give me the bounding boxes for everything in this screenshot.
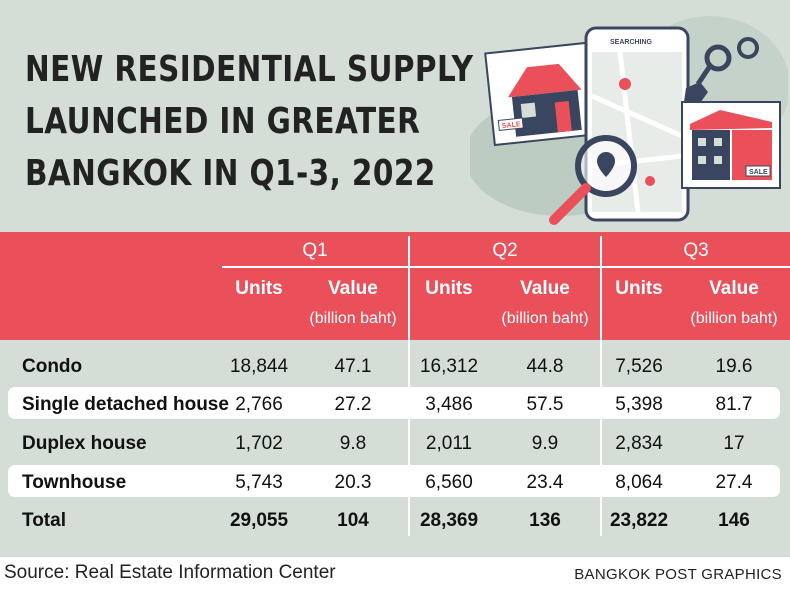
quarter-divider: [600, 236, 602, 536]
table-cell: 17: [723, 433, 745, 454]
table-cell: 6,560: [425, 472, 473, 493]
row-highlight: [8, 465, 780, 497]
column-header-value-label: Value: [328, 278, 378, 299]
table-cell: 27.2: [334, 394, 372, 415]
sale-sign-text: SALE: [749, 169, 768, 176]
table-cell: 20.3: [334, 472, 372, 493]
quarter-underline: [602, 266, 790, 268]
table-cell: 9.9: [531, 433, 559, 454]
column-header-units: Units: [235, 278, 283, 299]
table-cell: 5,398: [615, 394, 663, 415]
table-cell: 2,766: [235, 394, 283, 415]
table-header: [0, 232, 790, 340]
table-cell: 7,526: [615, 356, 663, 377]
table-cell: 19.6: [715, 356, 753, 377]
house-card-icon: SALE: [484, 40, 608, 147]
source-note: Source: Real Estate Information Center: [4, 562, 336, 583]
table-cell: 3,486: [425, 394, 473, 415]
column-header-value-unit: (billion baht): [690, 310, 778, 327]
column-header-value-unit: (billion baht): [309, 310, 397, 327]
row-label-single-detached-house: Single detached house: [22, 394, 229, 415]
column-header-units: Units: [615, 278, 663, 299]
quarter-underline: [222, 266, 408, 268]
total-cell: 29,055: [229, 510, 289, 531]
row-label-townhouse: Townhouse: [22, 472, 127, 493]
column-header-value: Value (billion baht): [490, 278, 600, 330]
row-label-total: Total: [22, 510, 66, 531]
quarter-label-q2: Q2: [492, 240, 518, 261]
column-header-value: Value (billion baht): [298, 278, 408, 330]
quarter-label-q3: Q3: [683, 240, 709, 261]
table-cell: 18,844: [229, 356, 289, 377]
table-cell: 2,011: [425, 433, 473, 454]
table-cell: 81.7: [715, 394, 753, 415]
column-header-value-label: Value: [709, 278, 759, 299]
total-cell: 104: [337, 510, 369, 531]
quarter-underline: [410, 266, 600, 268]
table-cell: 27.4: [715, 472, 753, 493]
table-cell: 1,702: [235, 433, 283, 454]
title-line-1: NEW RESIDENTIAL SUPPLY: [25, 49, 474, 90]
row-highlight: [8, 387, 780, 419]
table-cell: 2,834: [615, 433, 663, 454]
row-label-duplex-house: Duplex house: [22, 433, 147, 454]
table-cell: 23.4: [526, 472, 564, 493]
total-cell: 23,822: [609, 510, 669, 531]
title-line-2: LAUNCHED IN GREATER: [25, 101, 421, 142]
house-search-illustration: SALE SEARCHING SALE: [470, 16, 788, 225]
table-cell: 8,064: [615, 472, 663, 493]
row-label-condo: Condo: [22, 356, 83, 377]
quarter-divider: [408, 236, 410, 536]
table-cell: 5,743: [235, 472, 283, 493]
title-line-3: BANGKOK IN Q1-3, 2022: [25, 153, 436, 194]
table-cell: 57.5: [526, 394, 564, 415]
graphics-credit: BANGKOK POST GRAPHICS: [574, 566, 782, 583]
table-cell: 44.8: [526, 356, 564, 377]
table-cell: 47.1: [334, 356, 372, 377]
phone-search-label: SEARCHING: [610, 39, 653, 46]
table-cell: 16,312: [419, 356, 479, 377]
total-cell: 146: [718, 510, 750, 531]
column-header-value-label: Value: [520, 278, 570, 299]
building-card-icon: SALE: [681, 101, 781, 189]
table-cell: 9.8: [339, 433, 367, 454]
keys-icon: [684, 37, 759, 106]
map-pin-icon: [619, 78, 631, 90]
sale-sign-text: SALE: [502, 121, 522, 130]
column-header-value: Value (billion baht): [678, 278, 790, 330]
total-cell: 136: [529, 510, 561, 531]
column-header-value-unit: (billion baht): [501, 310, 589, 327]
total-cell: 28,369: [419, 510, 479, 531]
magnifier-icon: [549, 135, 637, 225]
chart-title: NEW RESIDENTIAL SUPPLY LAUNCHED IN GREAT…: [25, 44, 474, 200]
map-pin-icon: [645, 176, 655, 186]
quarter-label-q1: Q1: [302, 240, 328, 261]
column-header-units: Units: [425, 278, 473, 299]
